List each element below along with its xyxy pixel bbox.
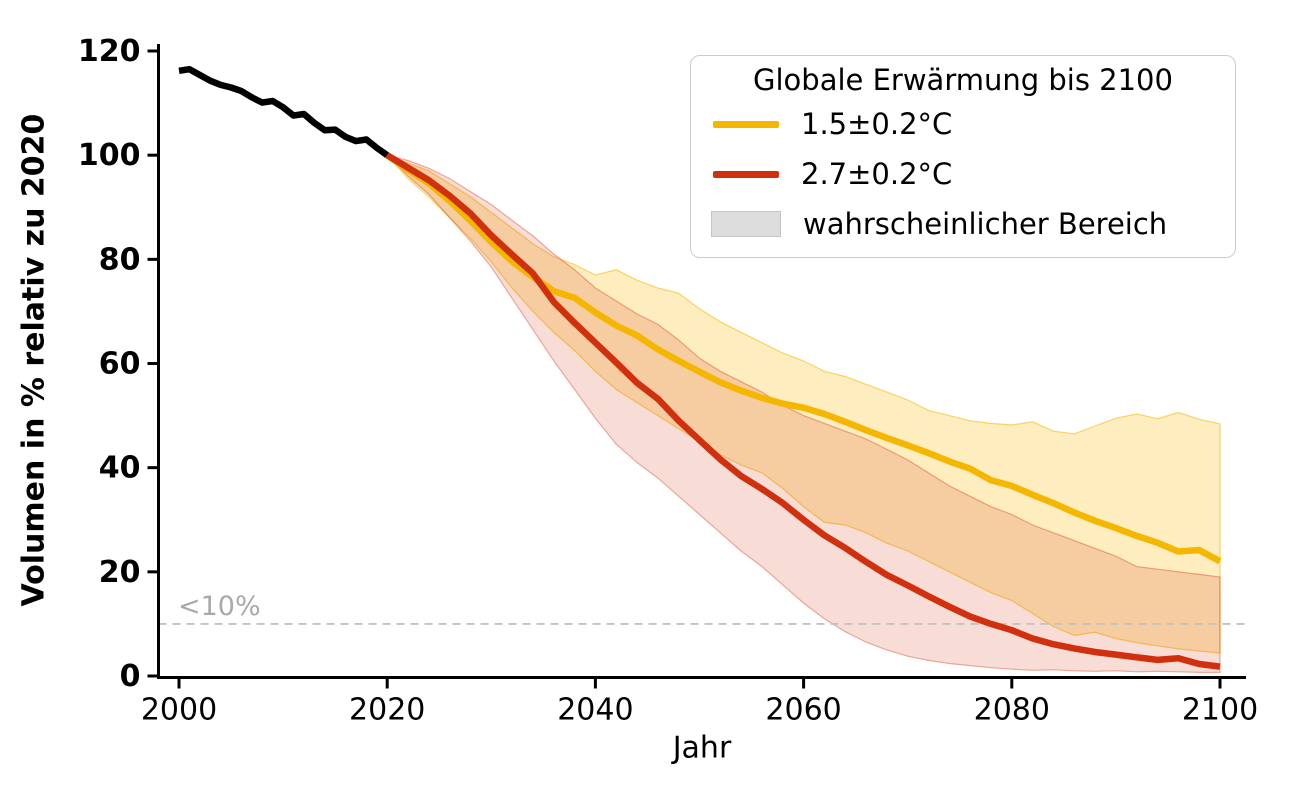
threshold-label: <10% — [178, 591, 261, 622]
x-tick-label: 2020 — [349, 693, 425, 728]
y-tick-label: 100 — [78, 138, 141, 173]
x-tick-label: 2100 — [1182, 693, 1258, 728]
legend-line-swatch-yellow — [713, 120, 779, 128]
legend-box: Globale Erwärmung bis 2100 1.5±0.2°C 2.7… — [690, 55, 1236, 258]
legend-line-swatch-red — [713, 170, 779, 178]
y-axis-label: Volumen in % relativ zu 2020 — [16, 113, 52, 607]
legend-entry-1p5: 1.5±0.2°C — [705, 101, 1221, 147]
x-axis-label: Jahr — [672, 730, 732, 766]
x-tick-label: 2000 — [141, 693, 217, 728]
legend-patch-swatch-gray — [711, 210, 781, 237]
x-tick-label: 2060 — [765, 693, 841, 728]
series-line-szenario-2p7 — [385, 152, 1221, 670]
series-line-szenario-1p5 — [385, 152, 1222, 565]
legend-entry-2p7: 2.7±0.2°C — [705, 151, 1221, 197]
uncertainty-band-szenario-2p7 — [385, 154, 1221, 673]
x-tick-label: 2080 — [974, 693, 1050, 728]
legend-label-2p7: 2.7±0.2°C — [801, 157, 953, 192]
y-tick-label: 0 — [120, 659, 141, 694]
y-tick-label: 60 — [99, 347, 141, 382]
series-line-beobachtung — [178, 65, 390, 158]
x-tick-label: 2040 — [557, 693, 633, 728]
y-tick-label: 80 — [99, 242, 141, 277]
legend-label-band: wahrscheinlicher Bereich — [803, 206, 1168, 241]
legend-title: Globale Erwärmung bis 2100 — [753, 63, 1173, 97]
legend-entry-band: wahrscheinlicher Bereich — [705, 201, 1221, 247]
y-tick-label: 20 — [99, 555, 141, 590]
y-tick-label: 40 — [99, 451, 141, 486]
legend-label-1p5: 1.5±0.2°C — [801, 107, 953, 142]
y-tick-label: 120 — [78, 34, 141, 69]
uncertainty-band-szenario-1p5 — [386, 154, 1221, 654]
